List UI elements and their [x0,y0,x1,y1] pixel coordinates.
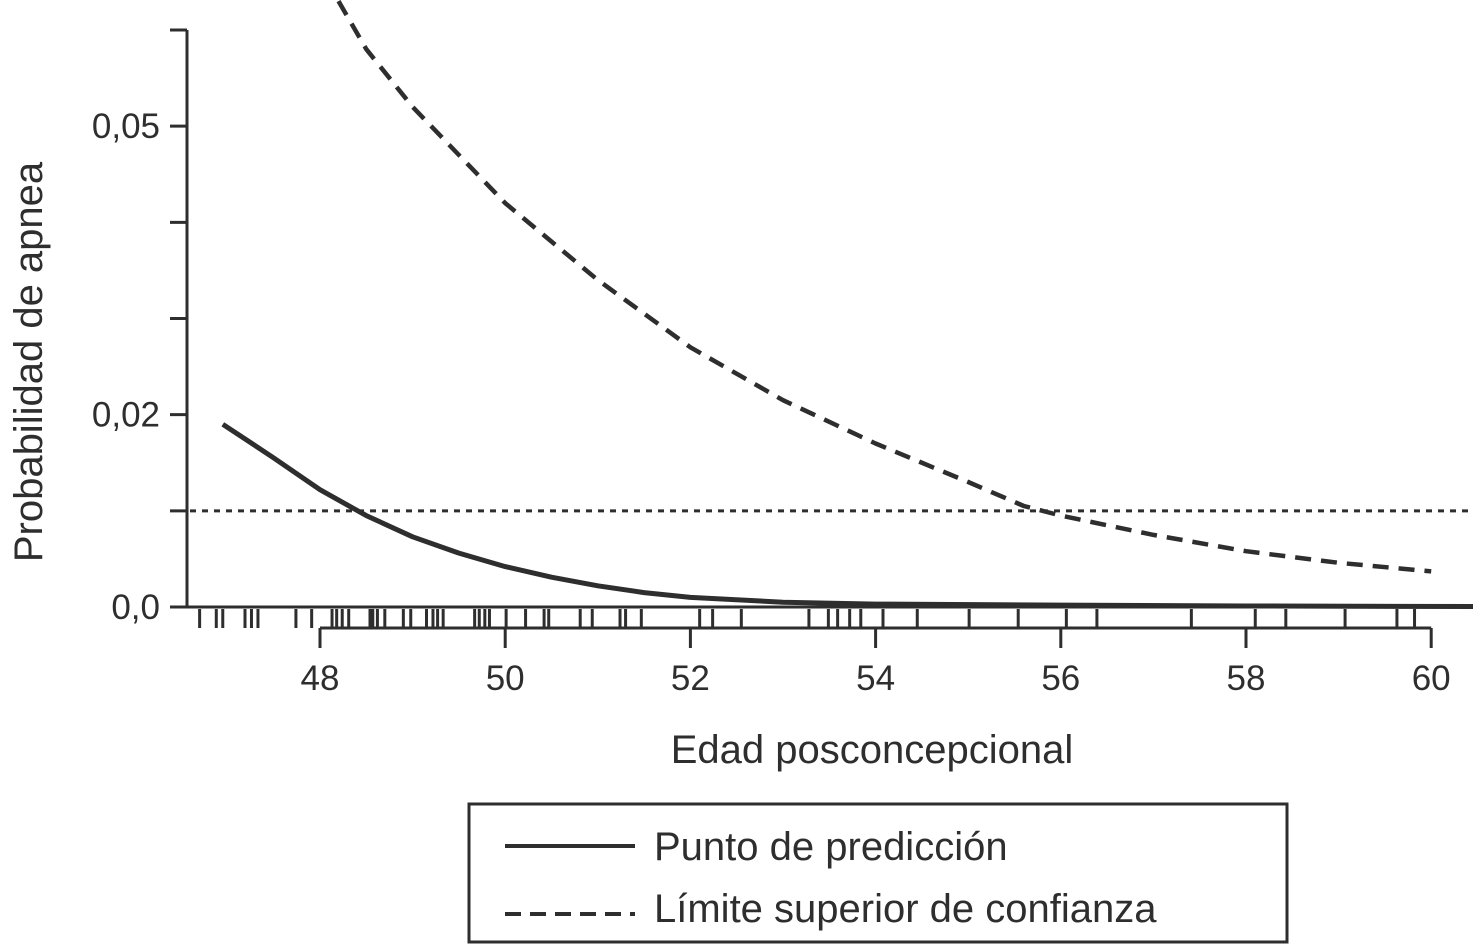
legend-label-upper-limit: Límite superior de confianza [654,887,1157,931]
x-axis: 48 50 52 54 56 58 60 [301,626,1451,698]
series-lines [190,0,1473,609]
x-tick-label: 54 [856,659,895,698]
x-tick-label: 52 [671,659,710,698]
x-tick-label: 48 [301,659,340,698]
prediction-line [221,422,1473,609]
x-tick-label: 50 [486,659,525,698]
y-axis: 0,0 0,02 0,05 [92,28,1473,627]
upper-confidence-line [336,0,1432,574]
y-tick-label: 0,05 [92,107,160,146]
y-tick-label: 0,02 [92,396,160,435]
x-tick-label: 60 [1412,659,1451,698]
y-tick-label: 0,0 [111,588,160,627]
y-axis-title: Probabilidad de apnea [7,161,51,562]
x-axis-title: Edad posconcepcional [671,728,1074,772]
legend: Punto de predicción Límite superior de c… [467,802,1289,944]
rug-marks [198,609,1417,628]
legend-label-prediction: Punto de predicción [654,825,1008,869]
x-tick-label: 56 [1041,659,1080,698]
x-tick-label: 58 [1227,659,1266,698]
legend-box [467,802,1289,944]
